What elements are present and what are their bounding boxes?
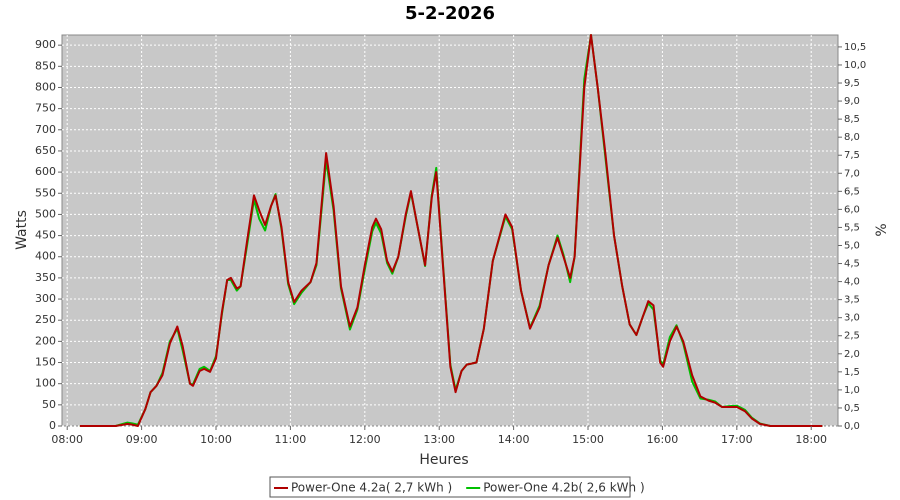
y-tick-label: 300: [35, 292, 56, 305]
y2-tick-label: 8,5: [844, 114, 860, 125]
y-tick-label: 250: [35, 313, 56, 326]
lines: [79, 34, 823, 427]
y2-tick-label: 6,5: [844, 186, 860, 197]
axes: 0 50 100 150 200 250 300 350 400 450 500 550 600 650 7…: [35, 38, 866, 446]
legend-label: Power-One 4.2a( 2,7 kWh ): [291, 481, 452, 495]
chart-title: 5-2-2026: [405, 3, 495, 24]
y2-tick-label: 2,5: [844, 331, 860, 342]
x-tick-label: 17:00: [721, 433, 753, 446]
y2-tick-label: 2,0: [844, 349, 860, 360]
y2-tick-label: 3,5: [844, 295, 860, 306]
x-tick-label: 18:00: [795, 433, 827, 446]
y2-tick-label: 0,0: [844, 421, 860, 432]
y2-tick-label: 8,0: [844, 132, 860, 143]
y-tick-label: 50: [42, 398, 56, 411]
x-tick-label: 13:00: [423, 433, 455, 446]
legend: [269, 476, 631, 498]
y2-tick-label: 4,0: [844, 277, 860, 288]
y-tick-label: 650: [35, 144, 56, 157]
x-tick-label: 08:00: [51, 433, 83, 446]
grid: [62, 35, 838, 427]
y-tick-label: 900: [35, 38, 56, 51]
y2-tick-label: 0,5: [844, 403, 860, 414]
legend-label: Power-One 4.2b( 2,6 kWh ): [483, 481, 644, 495]
y2-tick-label: 9,5: [844, 78, 860, 89]
y2-tick-label: 5,0: [844, 240, 860, 251]
y2-tick-label: 7,0: [844, 168, 860, 179]
y2-tick-label: 4,5: [844, 259, 860, 270]
series-line: [79, 34, 823, 427]
y2-tick-label: 1,0: [844, 385, 860, 396]
y-axis-label: Watts: [14, 210, 30, 250]
y-tick-label: 450: [35, 229, 56, 242]
y-tick-label: 500: [35, 207, 56, 220]
y2-tick-label: 1,5: [844, 367, 860, 378]
y2-axis-label: %: [874, 223, 890, 236]
y2-tick-label: 3,0: [844, 313, 860, 324]
x-tick-label: 14:00: [498, 433, 530, 446]
y-tick-label: 0: [49, 419, 56, 432]
y-tick-label: 750: [35, 102, 56, 115]
y-tick-label: 350: [35, 271, 56, 284]
y2-tick-label: 10,0: [844, 60, 866, 71]
y-tick-label: 100: [35, 377, 56, 390]
x-tick-label: 16:00: [647, 433, 679, 446]
y-tick-label: 850: [35, 59, 56, 72]
y2-tick-label: 6,0: [844, 204, 860, 215]
x-tick-label: 11:00: [275, 433, 307, 446]
y-tick-label: 700: [35, 123, 56, 136]
y-tick-label: 150: [35, 356, 56, 369]
x-tick-label: 15:00: [572, 433, 604, 446]
y-tick-label: 400: [35, 250, 56, 263]
y2-tick-label: 7,5: [844, 150, 860, 161]
y2-tick-label: 9,0: [844, 96, 860, 107]
y-tick-label: 600: [35, 165, 56, 178]
y2-tick-label: 5,5: [844, 222, 860, 233]
x-axis-label: Heures: [419, 452, 468, 468]
x-tick-label: 12:00: [349, 433, 381, 446]
y2-tick-label: 10,5: [844, 42, 866, 53]
x-tick-label: 09:00: [126, 433, 158, 446]
y-tick-label: 550: [35, 186, 56, 199]
y-tick-label: 800: [35, 80, 56, 93]
x-tick-label: 10:00: [200, 433, 232, 446]
y-tick-label: 200: [35, 334, 56, 347]
